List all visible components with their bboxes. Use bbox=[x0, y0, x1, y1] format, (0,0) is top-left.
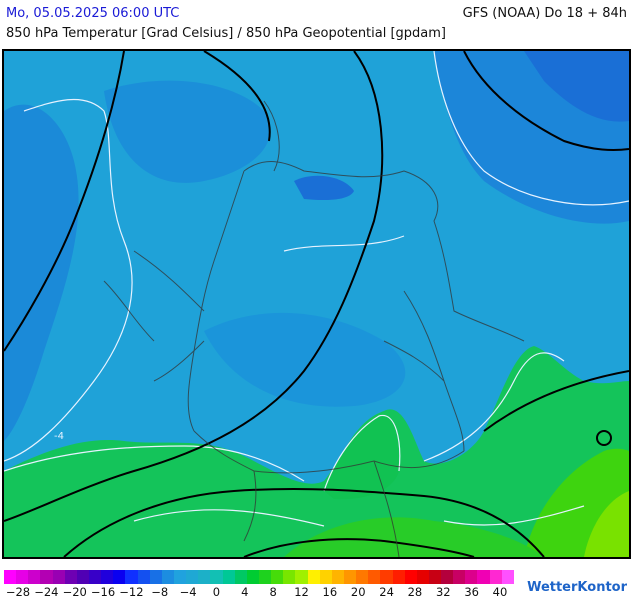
legend-label: −16 bbox=[90, 585, 116, 599]
legend-label: 0 bbox=[212, 585, 221, 599]
legend-label: 4 bbox=[241, 585, 249, 599]
legend-swatch bbox=[465, 570, 478, 584]
cold-area-west bbox=[4, 104, 79, 441]
legend-swatch bbox=[210, 570, 223, 584]
legend-swatch bbox=[101, 570, 114, 584]
weather-map: -4 bbox=[2, 49, 631, 559]
legend-swatch bbox=[222, 570, 235, 584]
legend-swatch bbox=[198, 570, 211, 584]
legend-label: −4 bbox=[179, 585, 197, 599]
cold-pocket-baltic bbox=[294, 175, 354, 201]
legend-swatch bbox=[295, 570, 308, 584]
country-borders bbox=[103, 100, 525, 557]
legend-label: −12 bbox=[119, 585, 144, 599]
legend-label: 32 bbox=[435, 585, 451, 599]
cool-area-central bbox=[204, 312, 406, 407]
wetterkontor-logo: WetterKontor bbox=[527, 580, 627, 595]
legend-swatch bbox=[441, 570, 454, 584]
isotherm-label: -4 bbox=[54, 431, 64, 442]
legend-swatch bbox=[137, 570, 150, 584]
legend-label: −20 bbox=[62, 585, 87, 599]
legend-swatch bbox=[161, 570, 174, 584]
legend-label: 20 bbox=[350, 585, 366, 599]
legend-label: 24 bbox=[379, 585, 394, 599]
legend-swatch bbox=[88, 570, 102, 584]
legend-swatch bbox=[40, 570, 53, 584]
legend-swatch bbox=[246, 570, 259, 584]
legend-swatch bbox=[428, 570, 442, 584]
legend-label: 8 bbox=[269, 585, 277, 599]
legend-swatch bbox=[356, 570, 369, 584]
map-title: 850 hPa Temperatur [Grad Celsius] / 850 … bbox=[6, 26, 447, 41]
legend-label: 12 bbox=[294, 585, 309, 599]
legend-swatch bbox=[258, 570, 272, 584]
legend-swatch bbox=[404, 570, 417, 584]
legend-swatch bbox=[186, 570, 199, 584]
legend-swatch bbox=[125, 570, 138, 584]
legend-swatch bbox=[173, 570, 187, 584]
legend-swatch bbox=[28, 570, 41, 584]
legend-swatch bbox=[416, 570, 429, 584]
legend-swatch bbox=[343, 570, 357, 584]
legend-swatch bbox=[380, 570, 393, 584]
model-run-label: GFS (NOAA) Do 18 + 84h bbox=[462, 6, 627, 21]
legend-swatch bbox=[52, 570, 65, 584]
legend-swatch bbox=[113, 570, 126, 584]
low-pressure-center bbox=[596, 430, 612, 446]
legend-swatch bbox=[307, 570, 320, 584]
legend-swatch bbox=[501, 570, 514, 584]
warmest-area-southeast bbox=[584, 491, 629, 557]
geopotential-contours bbox=[4, 51, 629, 557]
legend-swatch bbox=[64, 570, 77, 584]
legend-swatch bbox=[392, 570, 405, 584]
color-legend: −28 −24 −20 −16 −12 −8 −4 0 4 8 12 16 20 24 28 32 36 40 bbox=[4, 570, 516, 599]
legend-label: 28 bbox=[407, 585, 423, 599]
legend-labels: −28 −24 −20 −16 −12 −8 −4 0 4 8 12 16 20 24 28 32 36 40 bbox=[4, 584, 516, 599]
legend-swatch bbox=[234, 570, 247, 584]
isotherms bbox=[4, 51, 629, 527]
legend-label: 40 bbox=[492, 585, 508, 599]
legend-swatch bbox=[76, 570, 89, 584]
warmer-area-south bbox=[284, 517, 544, 557]
legend-swatch bbox=[453, 570, 466, 584]
legend-label: 36 bbox=[464, 585, 479, 599]
legend-label: −8 bbox=[151, 585, 169, 599]
warm-lobe-alps bbox=[324, 415, 400, 500]
legend-swatch bbox=[271, 570, 284, 584]
legend-swatch bbox=[283, 570, 296, 584]
legend-label: −24 bbox=[34, 585, 59, 599]
legend-swatch bbox=[16, 570, 29, 584]
forecast-date: Mo, 05.05.2025 06:00 UTC bbox=[6, 6, 180, 21]
legend-swatch bbox=[4, 570, 17, 584]
legend-swatch bbox=[368, 570, 381, 584]
legend-swatch bbox=[319, 570, 332, 584]
legend-swatch bbox=[331, 570, 344, 584]
legend-swatch bbox=[477, 570, 490, 584]
legend-color-bar bbox=[4, 570, 514, 584]
legend-swatch bbox=[489, 570, 502, 584]
legend-label: 16 bbox=[322, 585, 338, 599]
legend-swatch bbox=[149, 570, 162, 584]
colder-area-northeast bbox=[524, 51, 629, 122]
cool-area-north bbox=[104, 80, 271, 183]
legend-label: −28 bbox=[5, 585, 31, 599]
